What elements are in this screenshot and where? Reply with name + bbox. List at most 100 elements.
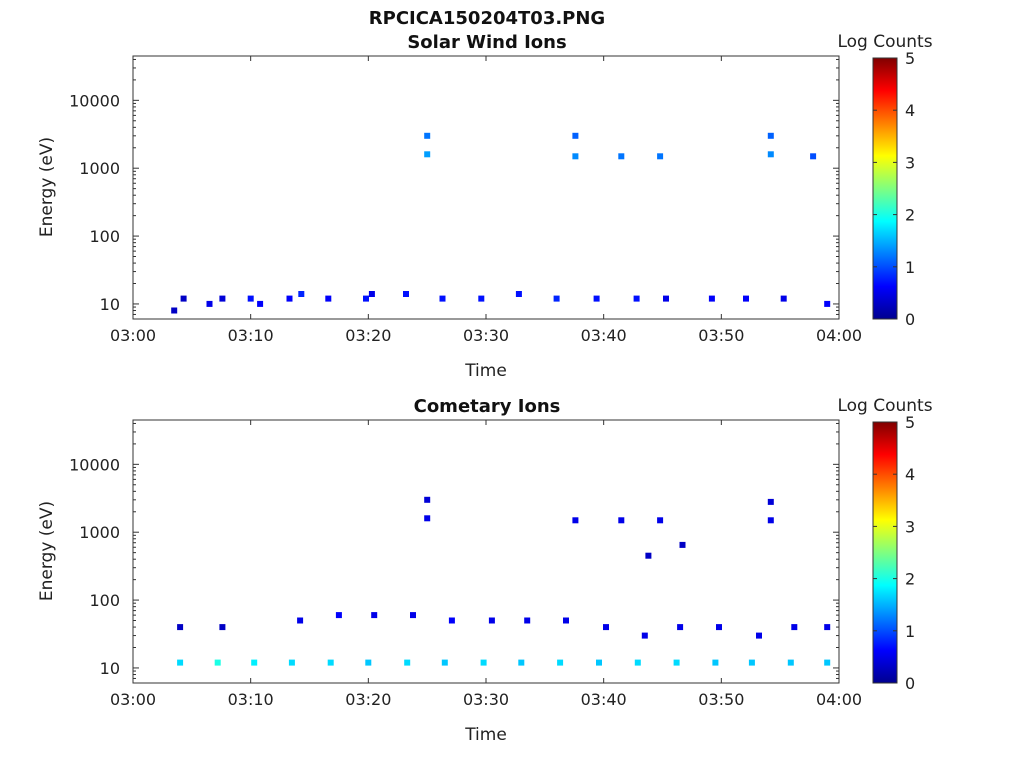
heatmap-cell [791,624,798,631]
heatmap-cell [325,295,332,302]
y-tick-label: 10 [100,295,120,314]
y-tick-label: 10000 [69,455,120,474]
colorbar-tick-label: 2 [905,206,915,225]
heatmap-cell [824,624,831,631]
colorbar-tick-label: 3 [905,517,915,536]
heatmap-cell [756,632,762,639]
colorbar-tick-label: 0 [905,674,915,693]
heatmap-cell [424,515,431,522]
x-tick-label: 03:00 [110,326,156,345]
plot-area-cometary [133,420,839,683]
y-axis-solar-wind: 10 100 1000 10000 [69,58,839,320]
colorbar-tick-label: 1 [905,622,915,641]
x-tick-label: 03:30 [463,690,509,709]
y-tick-label: 1000 [79,523,120,542]
heatmap-cell [657,153,664,160]
heatmap-cell [480,659,487,666]
heatmap-cell [257,300,264,307]
heatmap-cell [403,291,409,297]
heatmap-cell [288,659,295,666]
heatmap-cell [618,153,625,160]
heatmap-cell [251,659,258,666]
heatmap-cell [335,612,342,619]
heatmap-cell [743,295,749,302]
heatmap-cell [618,517,625,524]
x-axis-solar-wind: 03:00 03:10 03:20 03:30 03:40 03:50 04:00 [110,56,862,345]
x-axis-cometary: 03:00 03:10 03:20 03:30 03:40 03:50 04:00 [110,420,862,709]
heatmap-cell [286,295,293,302]
colorbar-label-solar-wind: Log Counts [837,32,932,52]
heatmap-cell [219,624,226,631]
heatmap-cell [171,307,178,314]
heatmap-cell [298,291,305,297]
heatmap-cell [439,295,446,302]
heatmap-cell [214,659,221,666]
y-tick-label: 10000 [69,91,120,110]
colorbar-cometary: Log Counts 0 1 2 3 4 5 [837,396,932,693]
heatmap-cell [712,659,719,666]
heatmap-cell [518,659,525,666]
heatmap-cell [679,541,686,548]
heatmap-cell [641,632,648,639]
heatmap-cell [206,300,213,307]
colorbar-gradient-cometary [872,421,898,684]
heatmap-cell [663,295,669,302]
heatmap-cell [593,295,600,302]
y-tick-label: 1000 [79,159,120,178]
heatmap-cell [404,659,411,666]
heatmap-cell [634,659,641,666]
solar-wind-panel: Solar Wind Ions 03:00 03:10 03:20 03:30 03:4… [37,32,862,381]
heatmap-cell [424,496,431,503]
heatmap-cell [673,659,680,666]
heatmap-cell [363,295,369,302]
colorbar-label-cometary: Log Counts [837,396,932,416]
heatmap-cell [180,295,187,302]
y-axis-label-cometary: Energy (eV) [37,501,57,601]
heatmap-cell [767,151,774,158]
heatmap-cell [572,517,579,524]
x-tick-label: 03:40 [581,326,627,345]
x-tick-label: 04:00 [816,690,862,709]
heatmap-cell [488,617,495,624]
heatmap-cell [557,659,564,666]
heatmap-cell [810,153,817,160]
x-tick-label: 03:40 [581,690,627,709]
heatmap-cell [767,498,774,505]
colorbar-ticks-solar-wind: 0 1 2 3 4 5 [873,49,915,329]
y-axis-cometary: 10 100 1000 10000 [69,422,839,684]
heatmap-cell [767,517,774,524]
heatmap-cell [767,132,774,139]
colorbar-gradient-solar-wind [872,57,898,320]
cometary-panel: Cometary Ions 03:00 03:10 03:20 03:30 03:40 0… [37,396,862,745]
heatmap-cell [515,291,522,297]
heatmap-cell [748,659,755,666]
heatmap-cells-solar-wind [171,132,831,314]
panel-title-cometary: Cometary Ions [414,396,561,417]
heatmap-cell [478,295,485,302]
x-tick-label: 03:50 [698,326,744,345]
heatmap-cell [824,659,831,666]
heatmap-cell [572,132,579,139]
x-tick-label: 03:20 [345,326,391,345]
colorbar-tick-label: 5 [905,413,915,432]
colorbar-tick-label: 4 [905,101,915,120]
colorbar-ticks-cometary: 0 1 2 3 4 5 [873,413,915,693]
colorbar-tick-label: 5 [905,49,915,68]
x-tick-label: 04:00 [816,326,862,345]
heatmap-cell [603,624,609,631]
heatmap-cell [787,659,794,666]
heatmap-cells-cometary [177,496,831,666]
x-tick-label: 03:50 [698,690,744,709]
colorbar-tick-label: 2 [905,570,915,589]
colorbar-tick-label: 4 [905,465,915,484]
heatmap-cell [645,552,652,559]
heatmap-cell [563,617,569,624]
heatmap-cell [824,300,831,307]
heatmap-cell [553,295,560,302]
x-tick-label: 03:00 [110,690,156,709]
heatmap-cell [177,659,184,666]
heatmap-cell [247,295,254,302]
colorbar-tick-label: 0 [905,310,915,329]
x-axis-label-cometary: Time [464,725,507,745]
